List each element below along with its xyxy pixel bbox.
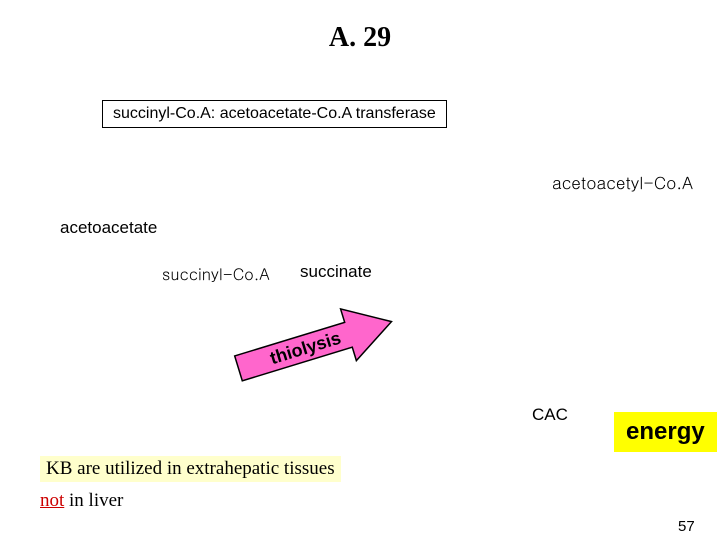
label-succinate: succinate	[300, 262, 372, 282]
label-succinyl-coa: succinyl-Co.A	[162, 262, 270, 285]
not-in-liver-line: not in liver	[40, 490, 123, 512]
arrow-shape	[223, 287, 406, 404]
kb-utilized-line: KB are utilized in extrahepatic tissues	[40, 456, 341, 482]
slide-title: A. 29	[0, 22, 720, 54]
enzyme-label-box: succinyl-Co.A: acetoacetate-Co.A transfe…	[102, 100, 447, 128]
label-acetoacetate: acetoacetate	[60, 218, 157, 238]
label-cac: CAC	[532, 405, 568, 425]
page-number: 57	[678, 518, 695, 535]
kb-utilized-line-wrap: KB are utilized in extrahepatic tissues	[40, 456, 341, 482]
label-acetoacetyl-coa: acetoacetyl-Co.A	[552, 170, 693, 194]
thiolysis-arrow: thiolysis	[223, 287, 406, 404]
energy-box: energy	[614, 412, 717, 452]
not-word: not	[40, 490, 64, 511]
in-liver-rest: in liver	[64, 490, 123, 511]
